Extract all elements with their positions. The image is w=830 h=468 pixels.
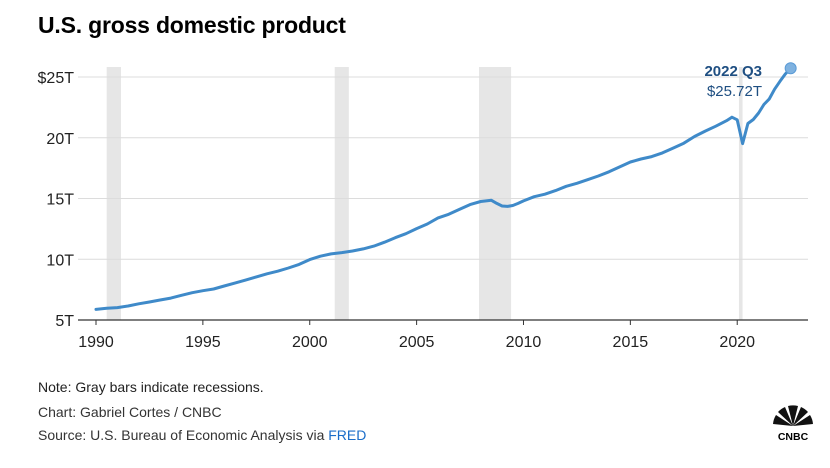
recession-bar-3: [738, 67, 743, 320]
x-tick-label: 2020: [719, 334, 755, 351]
peacock-logo-icon: CNBC: [773, 405, 813, 443]
logo-text: CNBC: [778, 431, 809, 443]
annotation-date-label: 2022 Q3: [704, 63, 762, 80]
x-tick-label: 1990: [78, 334, 114, 351]
grid-lines: [78, 76, 808, 321]
annotation-layer: 2022 Q3 $25.72T: [704, 62, 797, 100]
x-tick-label: 2005: [399, 334, 435, 351]
page-title: U.S. gross domestic product: [38, 12, 346, 38]
latest-point-marker: [784, 62, 797, 75]
recession-bar-0: [106, 67, 122, 320]
series-layer: [94, 66, 793, 311]
y-axis-ticks: 5T 10T 15T 20T $25T: [38, 70, 75, 330]
recession-bar-2: [479, 67, 512, 320]
y-tick-label: 5T: [55, 313, 74, 330]
y-tick-label: 15T: [46, 192, 74, 209]
fred-link[interactable]: FRED: [328, 427, 367, 443]
x-tick-label: 2000: [292, 334, 328, 351]
x-axis-ticks: 1990 1995 2000 2005 2010 2015 2020: [78, 320, 755, 351]
y-tick-label: 20T: [46, 131, 74, 148]
recession-bar-1: [334, 67, 349, 320]
x-tick-label: 2010: [506, 334, 542, 351]
recession-bars: [106, 67, 743, 320]
x-tick-label: 2015: [613, 334, 649, 351]
annotation-value-label: $25.72T: [707, 83, 762, 100]
gdp-line-chart: 5T 10T 15T 20T $25T 1990 1995 2000 2005 2010 2015…: [38, 62, 808, 351]
gdp-series-line: [94, 66, 793, 311]
y-tick-label: $25T: [38, 70, 75, 87]
footnote-credit: Chart: Gabriel Cortes / CNBC: [38, 404, 222, 420]
footnote-source: Source: U.S. Bureau of Economic Analysis…: [38, 427, 366, 443]
source-text: Source: U.S. Bureau of Economic Analysis…: [38, 427, 329, 443]
footnote-note: Note: Gray bars indicate recessions.: [38, 379, 264, 395]
y-tick-label: 10T: [46, 252, 74, 269]
x-tick-label: 1995: [185, 334, 221, 351]
